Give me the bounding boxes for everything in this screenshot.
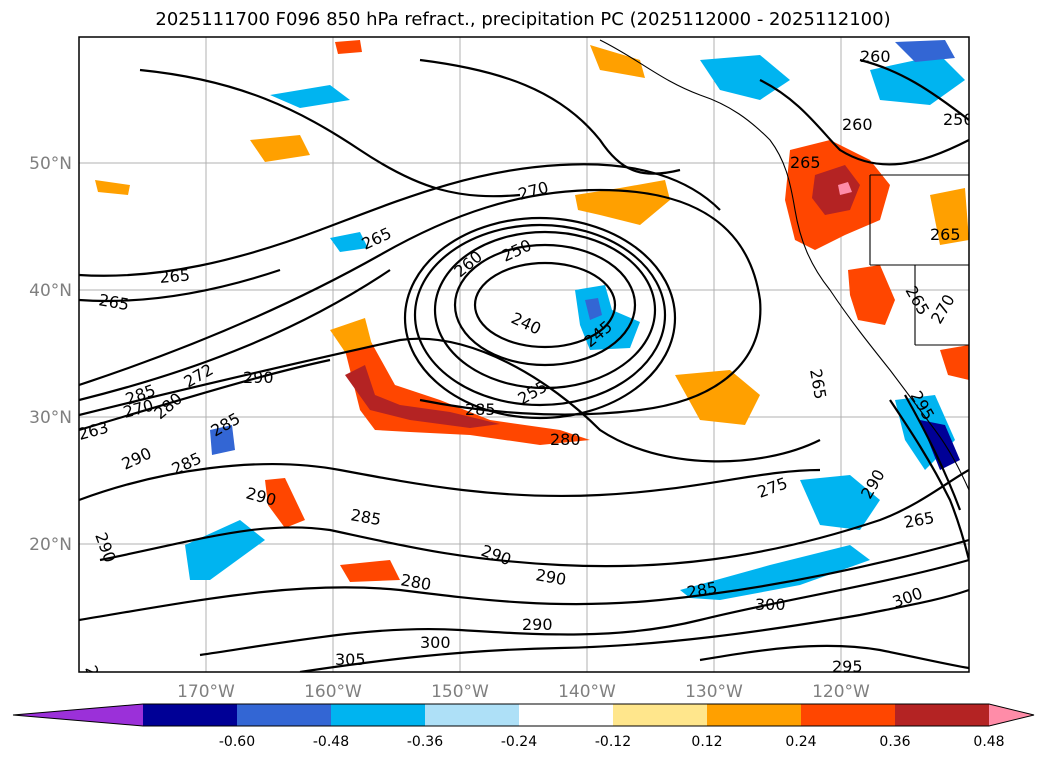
- precip-patch-coast-n: [590, 45, 645, 78]
- lon-label: 150°W: [431, 682, 489, 702]
- precip-patch-cal: [848, 265, 895, 325]
- longitude-labels: 170°W 160°W 150°W 140°W 130°W 120°W: [177, 682, 870, 702]
- contour-label: 260: [842, 115, 873, 134]
- negative-patch-west: [330, 232, 368, 252]
- negative-patch-center-core: [585, 298, 602, 320]
- precip-patch-ne: [575, 180, 670, 225]
- colorbar-tick-label: -0.24: [501, 734, 537, 750]
- latitude-labels: 50°N 40°N 30°N 20°N: [29, 154, 72, 555]
- precip-patch-nw: [95, 180, 130, 195]
- lon-label: 160°W: [304, 682, 362, 702]
- lat-label: 40°N: [29, 281, 72, 301]
- contour-label: 305: [335, 650, 366, 669]
- refractivity-contours: [79, 58, 969, 672]
- colorbar-segment: [331, 704, 426, 726]
- colorbar-tick-label: -0.36: [407, 734, 443, 750]
- coastline: [599, 39, 969, 491]
- contour-label: 300: [420, 633, 451, 652]
- negative-patch-se: [800, 475, 880, 530]
- contour-label: 290: [243, 368, 274, 387]
- contour-label: 265: [930, 225, 961, 244]
- contour-label: 260: [860, 47, 891, 66]
- contour-label: 290: [81, 663, 109, 698]
- colorbar-segment: [801, 704, 896, 726]
- precip-band-light: [330, 318, 372, 352]
- negative-patch-ne: [870, 55, 965, 105]
- negative-patch-ne-core: [895, 40, 955, 62]
- negative-patch-nw: [270, 85, 350, 108]
- precip-patch-coast-core: [812, 165, 860, 215]
- colorbar-segment: [519, 704, 614, 726]
- contour-labels: 260 250 260 265 270 265 250 260 240 245 …: [79, 47, 974, 698]
- lat-label: 30°N: [29, 408, 72, 428]
- lat-label: 20°N: [29, 535, 72, 555]
- colorbar-segment: [613, 704, 708, 726]
- colorbar-segment: [895, 704, 990, 726]
- precip-patch-e: [940, 345, 969, 380]
- precip-patch-ne2: [930, 188, 969, 245]
- colorbar-segment: [425, 704, 520, 726]
- colorbar-segment: [707, 704, 802, 726]
- colorbar-tick-label: 0.48: [973, 734, 1004, 750]
- contour-label: 290: [522, 615, 553, 634]
- colorbar-outline: [12, 703, 1035, 727]
- negative-patch-s: [680, 545, 870, 600]
- colorbar-extend-min: [13, 704, 143, 726]
- negative-patch-coast-s-core: [920, 420, 960, 470]
- contour-label: 285: [465, 400, 496, 419]
- contour-label: 250: [943, 110, 974, 129]
- lat-label: 50°N: [29, 154, 72, 174]
- colorbar-segment: [143, 704, 238, 726]
- map-frame: [78, 36, 970, 673]
- colorbar-tick-label: -0.48: [313, 734, 349, 750]
- contour-label: 265: [159, 265, 191, 287]
- precip-patch-coast-peak: [838, 182, 852, 195]
- lon-label: 170°W: [177, 682, 235, 702]
- precip-patch-sw2: [340, 560, 400, 582]
- negative-patch-n: [700, 55, 790, 100]
- colorbar-segment: [237, 704, 332, 726]
- contour-label: 280: [550, 430, 581, 449]
- map-title: 2025111700 F096 850 hPa refract., precip…: [155, 9, 890, 30]
- colorbar-tick-label: 0.12: [691, 734, 722, 750]
- lon-label: 130°W: [685, 682, 743, 702]
- precip-patch-sw: [265, 478, 305, 528]
- contour-label: 295: [832, 657, 863, 676]
- precip-patch-mid: [675, 370, 760, 425]
- contour-label: 265: [790, 153, 821, 172]
- precip-patch-n: [335, 40, 362, 54]
- colorbar-tick-label: -0.60: [219, 734, 255, 750]
- map-panel: 260 250 260 265 270 265 250 260 240 245 …: [78, 36, 974, 698]
- colorbar: -0.60 -0.48 -0.36 -0.24 -0.12 0.12 0.24 0.36 0.4…: [12, 703, 1035, 750]
- precip-patch-se: [250, 135, 310, 162]
- negative-patch-w: [210, 425, 235, 455]
- lon-label: 140°W: [558, 682, 616, 702]
- colorbar-tick-label: 0.36: [879, 734, 910, 750]
- contour-label: 300: [755, 595, 786, 614]
- colorbar-tick-label: -0.12: [595, 734, 631, 750]
- lon-label: 120°W: [812, 682, 870, 702]
- colorbar-extend-max: [989, 704, 1034, 726]
- colorbar-tick-label: 0.24: [785, 734, 816, 750]
- precip-band-strong: [345, 365, 500, 428]
- negative-patch-sw: [185, 520, 265, 580]
